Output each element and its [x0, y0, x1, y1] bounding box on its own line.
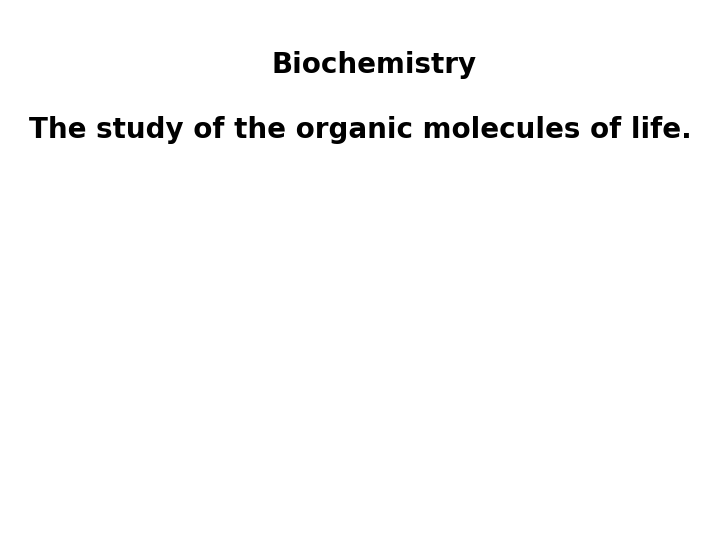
Text: Biochemistry: Biochemistry	[272, 51, 477, 79]
Text: The study of the organic molecules of life.: The study of the organic molecules of li…	[29, 116, 691, 144]
